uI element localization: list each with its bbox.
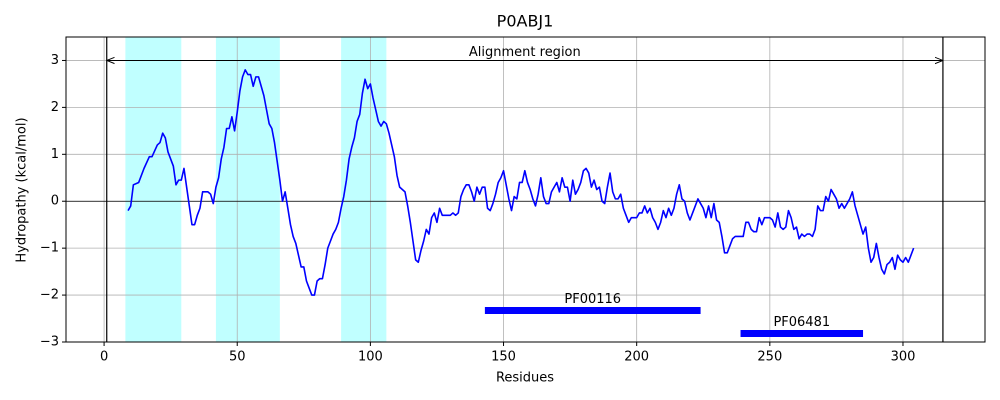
- y-tick-label: 1: [51, 147, 59, 162]
- highlight-region: [125, 37, 182, 342]
- hydropathy-line: [127, 69, 915, 296]
- plot-frame: [65, 36, 986, 343]
- y-tick-label: 0: [51, 194, 59, 209]
- y-tick-label: −1: [40, 241, 59, 256]
- x-tick-label: 150: [491, 350, 516, 365]
- x-tick-label: 0: [100, 350, 108, 365]
- x-axis-label: Residues: [496, 371, 554, 386]
- chart-title: P0ABJ1: [497, 12, 554, 31]
- alignment-label: Alignment region: [469, 45, 581, 60]
- x-tick-label: 200: [624, 350, 649, 365]
- domain-label: PF00116: [564, 292, 621, 307]
- y-tick-label: −2: [40, 288, 59, 303]
- y-tick-label: 2: [51, 100, 59, 115]
- domain-label: PF06481: [773, 315, 830, 330]
- y-tick-label: 3: [51, 53, 59, 68]
- y-tick-label: −3: [40, 335, 59, 350]
- x-tick-label: 50: [229, 350, 246, 365]
- y-axis-label: Hydropathy (kcal/mol): [15, 117, 30, 262]
- x-tick-label: 300: [891, 350, 916, 365]
- x-tick-label: 100: [358, 350, 383, 365]
- x-tick-label: 250: [757, 350, 782, 365]
- highlight-region: [215, 37, 280, 342]
